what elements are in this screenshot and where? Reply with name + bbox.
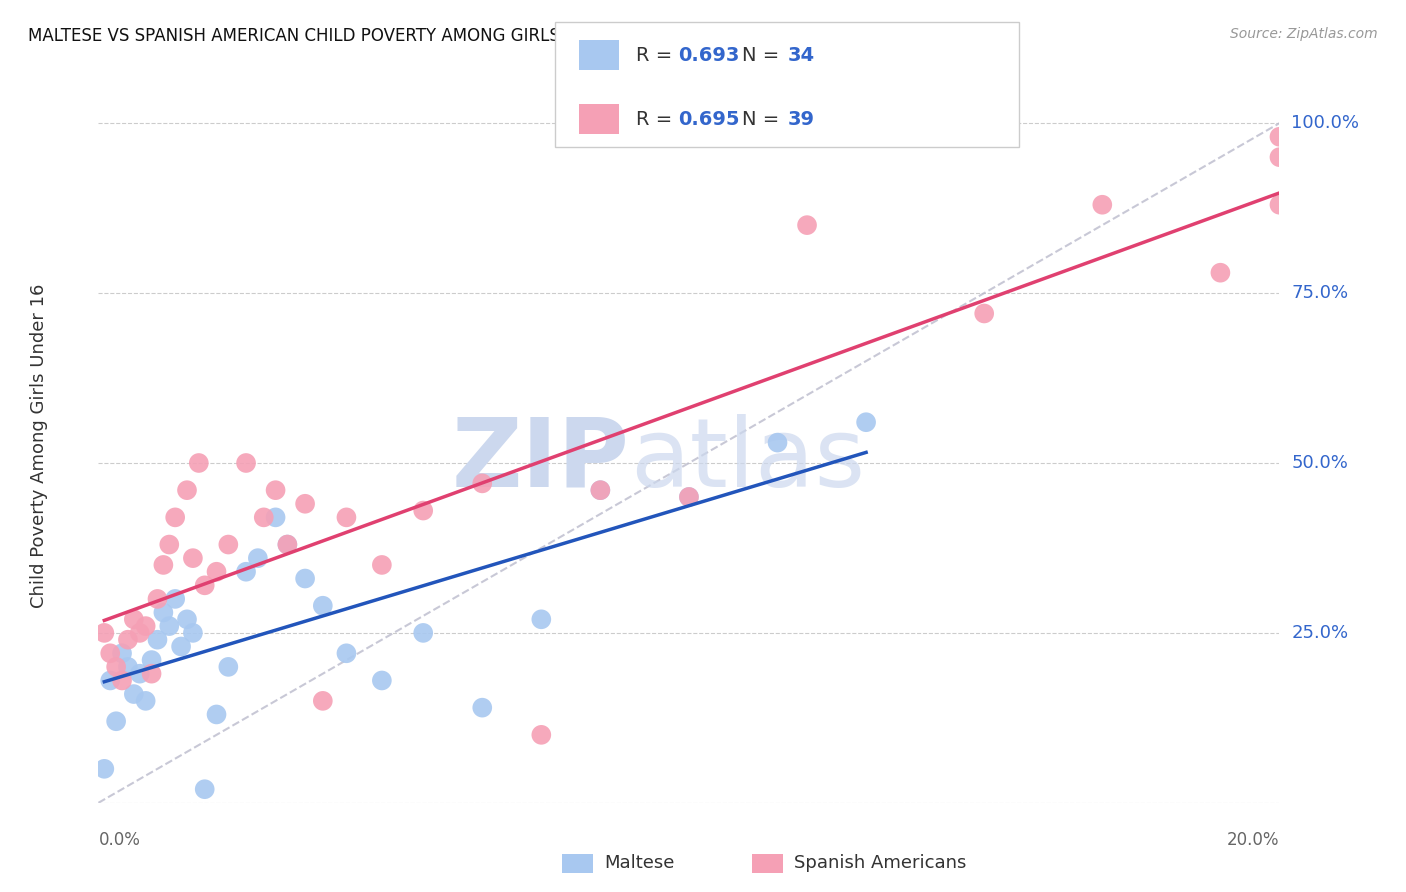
Point xyxy=(530,612,553,626)
Point xyxy=(117,660,139,674)
Point xyxy=(111,646,134,660)
Point xyxy=(98,673,121,688)
Point xyxy=(170,640,193,654)
Point xyxy=(294,572,316,586)
Text: 25.0%: 25.0% xyxy=(1291,624,1348,642)
Point xyxy=(146,591,169,606)
Point xyxy=(187,456,209,470)
Point xyxy=(371,673,394,688)
Text: 0.693: 0.693 xyxy=(678,45,740,65)
Text: 0.695: 0.695 xyxy=(678,110,740,129)
Point xyxy=(217,537,239,551)
Point xyxy=(855,415,877,429)
Point xyxy=(294,497,316,511)
Point xyxy=(111,673,134,688)
Point xyxy=(157,619,180,633)
Point xyxy=(194,578,217,592)
Point xyxy=(128,666,150,681)
Text: R =: R = xyxy=(636,45,678,65)
Point xyxy=(371,558,394,572)
Text: N =: N = xyxy=(742,45,786,65)
Point xyxy=(135,619,157,633)
Point xyxy=(678,490,700,504)
Point xyxy=(312,599,335,613)
Point xyxy=(141,666,163,681)
Point xyxy=(135,694,157,708)
Point xyxy=(98,646,121,660)
Point xyxy=(246,551,269,566)
Point xyxy=(205,707,228,722)
Point xyxy=(1209,266,1232,280)
Point xyxy=(1268,150,1291,164)
Point xyxy=(335,510,357,524)
Text: 34: 34 xyxy=(787,45,814,65)
Point xyxy=(105,660,128,674)
Text: atlas: atlas xyxy=(630,414,865,507)
Point xyxy=(128,626,150,640)
Point xyxy=(589,483,612,498)
Point xyxy=(471,476,494,491)
Text: 100.0%: 100.0% xyxy=(1291,114,1360,132)
Point xyxy=(1268,198,1291,212)
Point xyxy=(253,510,276,524)
Point xyxy=(1268,129,1291,144)
Point xyxy=(205,565,228,579)
Point xyxy=(276,537,298,551)
Point xyxy=(235,565,257,579)
Point xyxy=(181,551,204,566)
Text: Child Poverty Among Girls Under 16: Child Poverty Among Girls Under 16 xyxy=(31,284,48,608)
Point xyxy=(176,483,198,498)
Text: 39: 39 xyxy=(787,110,814,129)
Point xyxy=(264,483,287,498)
Point xyxy=(152,558,174,572)
Point xyxy=(678,490,700,504)
Point xyxy=(157,537,180,551)
Point xyxy=(117,632,139,647)
Point xyxy=(1091,198,1114,212)
Text: Maltese: Maltese xyxy=(605,855,675,872)
Text: 75.0%: 75.0% xyxy=(1291,284,1348,302)
Text: 50.0%: 50.0% xyxy=(1291,454,1348,472)
Point xyxy=(165,510,187,524)
Text: Spanish Americans: Spanish Americans xyxy=(794,855,967,872)
Point xyxy=(181,626,204,640)
Point xyxy=(165,591,187,606)
Text: 20.0%: 20.0% xyxy=(1227,831,1279,849)
Point xyxy=(530,728,553,742)
Point xyxy=(122,687,145,701)
Point xyxy=(766,435,789,450)
Text: ZIP: ZIP xyxy=(451,414,630,507)
Point xyxy=(335,646,357,660)
Point xyxy=(152,606,174,620)
Point xyxy=(312,694,335,708)
Point xyxy=(105,714,128,729)
Point xyxy=(264,510,287,524)
Point xyxy=(235,456,257,470)
Point xyxy=(973,306,995,320)
Point xyxy=(146,632,169,647)
Point xyxy=(217,660,239,674)
Point xyxy=(471,700,494,714)
Text: Source: ZipAtlas.com: Source: ZipAtlas.com xyxy=(1230,27,1378,41)
Point xyxy=(176,612,198,626)
Point xyxy=(122,612,145,626)
Point xyxy=(276,537,298,551)
Text: R =: R = xyxy=(636,110,678,129)
Text: 0.0%: 0.0% xyxy=(98,831,141,849)
Point xyxy=(412,503,434,517)
Point xyxy=(93,626,115,640)
Text: N =: N = xyxy=(742,110,786,129)
Text: MALTESE VS SPANISH AMERICAN CHILD POVERTY AMONG GIRLS UNDER 16 CORRELATION CHART: MALTESE VS SPANISH AMERICAN CHILD POVERT… xyxy=(28,27,837,45)
Point xyxy=(412,626,434,640)
Point xyxy=(141,653,163,667)
Point xyxy=(194,782,217,797)
Point xyxy=(589,483,612,498)
Point xyxy=(796,218,818,232)
Point xyxy=(93,762,115,776)
